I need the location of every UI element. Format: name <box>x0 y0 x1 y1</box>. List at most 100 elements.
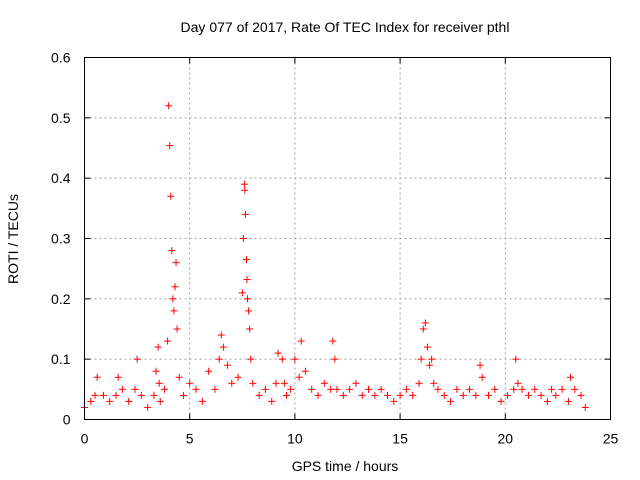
data-point <box>244 295 252 303</box>
data-point <box>531 385 539 393</box>
data-point <box>144 403 152 411</box>
data-point <box>243 256 251 264</box>
data-point <box>164 337 172 345</box>
data-point <box>154 343 162 351</box>
x-tick-label: 15 <box>392 431 408 447</box>
data-point <box>440 391 448 399</box>
data-point <box>476 361 484 369</box>
data-point <box>215 355 223 363</box>
data-point <box>472 391 480 399</box>
data-point <box>125 397 133 405</box>
data-point <box>175 373 183 381</box>
data-point <box>402 385 410 393</box>
data-point <box>301 367 309 375</box>
data-point <box>390 397 398 405</box>
data-point <box>564 397 572 405</box>
data-point <box>241 186 249 194</box>
data-point <box>247 355 255 363</box>
data-point <box>245 307 253 315</box>
data-point <box>333 385 341 393</box>
data-point <box>581 403 589 411</box>
data-point <box>434 385 442 393</box>
data-point <box>249 379 257 387</box>
data-point <box>365 385 373 393</box>
y-axis-label: ROTI / TECUs <box>5 194 21 284</box>
y-tick-label: 0.2 <box>51 291 71 307</box>
data-point <box>514 379 522 387</box>
data-point <box>510 385 518 393</box>
data-point <box>118 385 126 393</box>
data-point <box>329 337 337 345</box>
data-point <box>383 391 391 399</box>
x-tick-label: 25 <box>603 431 619 447</box>
data-point <box>466 385 474 393</box>
data-point <box>537 391 545 399</box>
data-point <box>339 391 347 399</box>
data-point <box>409 391 417 399</box>
y-tick-label: 0.6 <box>51 50 71 66</box>
data-point <box>430 379 438 387</box>
x-axis-label: GPS time / hours <box>292 458 399 474</box>
data-point <box>217 331 225 339</box>
data-point <box>171 283 179 291</box>
data-point <box>491 385 499 393</box>
data-point <box>152 367 160 375</box>
y-tick-label: 0.4 <box>51 170 71 186</box>
data-point <box>371 391 379 399</box>
data-point <box>423 343 431 351</box>
data-point <box>238 289 246 297</box>
data-point <box>224 361 232 369</box>
data-point <box>170 307 178 315</box>
data-point <box>327 385 335 393</box>
data-point <box>268 397 276 405</box>
data-point <box>314 391 322 399</box>
data-point <box>99 391 107 399</box>
data-point <box>426 361 434 369</box>
y-tick-label: 0.1 <box>51 351 71 367</box>
data-point <box>274 349 282 357</box>
data-point <box>211 385 219 393</box>
data-point <box>484 391 492 399</box>
data-point <box>246 325 254 333</box>
y-tick-label: 0.5 <box>51 110 71 126</box>
data-point <box>173 325 181 333</box>
data-point <box>524 391 532 399</box>
data-point <box>165 102 173 110</box>
data-point <box>186 379 194 387</box>
data-point <box>417 355 425 363</box>
data-points <box>81 102 589 411</box>
data-point <box>167 192 175 200</box>
data-point <box>155 379 163 387</box>
data-point <box>192 385 200 393</box>
data-point <box>291 355 299 363</box>
data-point <box>552 391 560 399</box>
data-point <box>308 385 316 393</box>
data-point <box>131 385 139 393</box>
chart-title: Day 077 of 2017, Rate Of TEC Index for r… <box>181 19 510 35</box>
data-point <box>243 276 251 284</box>
data-point <box>447 397 455 405</box>
data-point <box>93 373 101 381</box>
x-tick-label: 0 <box>81 431 89 447</box>
data-point <box>278 355 286 363</box>
data-point <box>415 379 423 387</box>
data-point <box>228 379 236 387</box>
data-point <box>91 391 99 399</box>
data-point <box>112 391 120 399</box>
x-tick-label: 10 <box>287 431 303 447</box>
y-tick-label: 0.3 <box>51 231 71 247</box>
data-point <box>419 325 427 333</box>
data-point <box>518 385 526 393</box>
data-point <box>421 319 429 327</box>
x-axis: 0 5 10 15 20 25 <box>81 57 619 447</box>
data-point <box>169 295 177 303</box>
y-axis: 0 0.1 0.2 0.3 0.4 0.5 0.6 <box>51 50 611 428</box>
data-point <box>156 397 164 405</box>
data-point <box>114 373 122 381</box>
data-point <box>571 385 579 393</box>
data-point <box>377 385 385 393</box>
data-point <box>261 385 269 393</box>
data-point <box>205 367 213 375</box>
data-point <box>282 391 290 399</box>
